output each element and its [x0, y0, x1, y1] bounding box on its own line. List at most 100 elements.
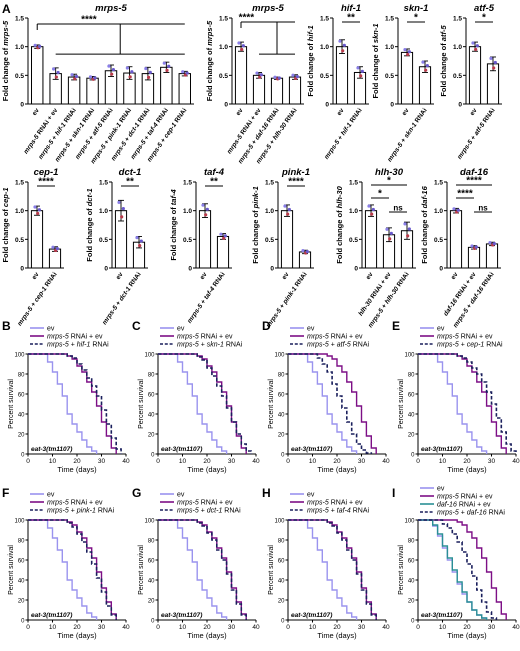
strain-label: eat-3(tm1107): [291, 612, 332, 619]
y-tick-label: 0: [281, 452, 285, 458]
y-tick-label: 80: [148, 538, 155, 544]
chart-title: skn-1: [404, 3, 429, 14]
y-tick-label: 0: [281, 618, 285, 624]
chart-title: taf-4: [204, 167, 225, 178]
y-tick-label: 40: [148, 412, 155, 418]
bar: [467, 246, 481, 269]
y-axis-label: Percent survival: [268, 379, 275, 429]
category-label: ev: [450, 271, 460, 281]
bar: [288, 76, 302, 105]
legend-entry: ev: [307, 326, 315, 333]
y-tick-label: 80: [148, 372, 155, 378]
category-label: ev: [281, 271, 291, 281]
replicate-dot: [181, 70, 185, 74]
chart-title: hif-1: [341, 3, 361, 14]
y-tick-label: 0: [390, 102, 394, 109]
survival-chart-H: 0 20 40 60 80 100 0 10 20 30 40 Time (days) Percent …: [268, 492, 390, 641]
x-tick-label: 40: [512, 458, 520, 465]
y-axis-label: Percent survival: [8, 545, 15, 595]
replicate-dot: [111, 68, 116, 72]
x-tick-label: 40: [382, 458, 390, 465]
replicate-dot: [107, 64, 111, 68]
replicate-dot: [146, 75, 151, 79]
y-tick-label: 80: [18, 372, 25, 378]
replicate-dot: [389, 231, 393, 235]
x-axis-label: Time (days): [317, 465, 357, 474]
sig-label: ****: [38, 177, 54, 188]
y-tick-label: 1.0: [183, 208, 192, 215]
bar: [234, 46, 248, 105]
sig-label: **: [347, 13, 355, 24]
panel-label-f: F: [2, 486, 9, 500]
replicate-dot: [259, 73, 263, 77]
category-label: mrps-5 + hif-1 RNAi: [323, 107, 364, 161]
bar: [335, 46, 349, 105]
survival-curve: [28, 353, 98, 454]
category-label: ev: [336, 107, 346, 117]
bar: [280, 210, 294, 269]
y-tick-label: 80: [18, 538, 25, 544]
y-tick-label: 60: [408, 392, 415, 398]
x-tick-label: 30: [488, 624, 496, 631]
legend-entry: mrps-5 RNAi + ev: [437, 494, 493, 501]
bar: [364, 210, 378, 269]
y-axis-label: Fold change of mrps-5: [205, 20, 214, 101]
replicate-dot: [301, 248, 305, 253]
y-tick-label: 0: [21, 618, 25, 624]
sig-label: ****: [457, 189, 473, 200]
x-tick-label: 40: [252, 624, 260, 631]
y-axis-label: Fold change of hlh-30: [335, 185, 344, 263]
replicate-dot: [165, 68, 169, 73]
y-tick-label: 1.0: [15, 208, 24, 215]
x-axis-label: Time (days): [447, 465, 487, 474]
x-tick-label: 10: [309, 458, 317, 465]
y-tick-label: 0.5: [453, 73, 462, 80]
y-tick-label: 0.5: [265, 237, 274, 244]
y-tick-label: 0: [439, 266, 443, 273]
y-tick-label: 80: [408, 372, 415, 378]
replicate-dot: [138, 244, 142, 248]
y-tick-label: 0.5: [219, 73, 228, 80]
x-axis-label: Time (days): [57, 465, 97, 474]
survival-curve: [28, 519, 117, 620]
strain-label: eat-3(tm1107): [421, 612, 462, 619]
y-axis-label: Fold change of mrps-5: [1, 20, 10, 101]
y-tick-label: 1.5: [219, 16, 228, 23]
survival-chart-G: 0 20 40 60 80 100 0 10 20 30 40 Time (days) Percent …: [138, 492, 260, 641]
replicate-dot: [295, 74, 299, 79]
y-tick-label: 100: [274, 352, 285, 358]
replicate-dot: [185, 71, 189, 75]
legend-entry: ev: [307, 492, 315, 499]
strain-label: eat-3(tm1107): [421, 446, 462, 453]
replicate-dot: [277, 76, 281, 80]
replicate-dot: [406, 52, 410, 57]
y-tick-label: 0: [270, 266, 274, 273]
survival-curve: [418, 353, 488, 454]
survival-curve: [418, 353, 507, 454]
replicate-dot: [219, 232, 223, 236]
y-tick-label: 20: [278, 598, 285, 604]
y-tick-label: 100: [404, 352, 415, 358]
replicate-dot: [241, 44, 245, 48]
y-tick-label: 60: [278, 392, 285, 398]
y-axis-label: Fold change of dct-1: [85, 188, 94, 261]
x-tick-label: 0: [286, 458, 290, 465]
y-tick-label: 40: [18, 578, 25, 584]
y-axis-label: Fold change of taf-4: [169, 189, 178, 261]
panel-label-h: H: [262, 486, 271, 500]
x-tick-label: 10: [439, 624, 447, 631]
strain-label: eat-3(tm1107): [31, 612, 72, 619]
y-tick-label: 0: [151, 452, 155, 458]
bar: [178, 73, 191, 105]
survival-curve: [28, 353, 122, 454]
y-tick-label: 0: [354, 266, 358, 273]
replicate-dot: [125, 66, 129, 70]
replicate-dot: [371, 207, 375, 212]
chart-title: atf-5: [474, 3, 495, 14]
x-tick-label: 0: [286, 624, 290, 631]
panel-label-i: I: [392, 486, 395, 500]
bar: [67, 76, 81, 105]
legend-entry: mrps-5 RNAi + ev: [177, 500, 233, 507]
